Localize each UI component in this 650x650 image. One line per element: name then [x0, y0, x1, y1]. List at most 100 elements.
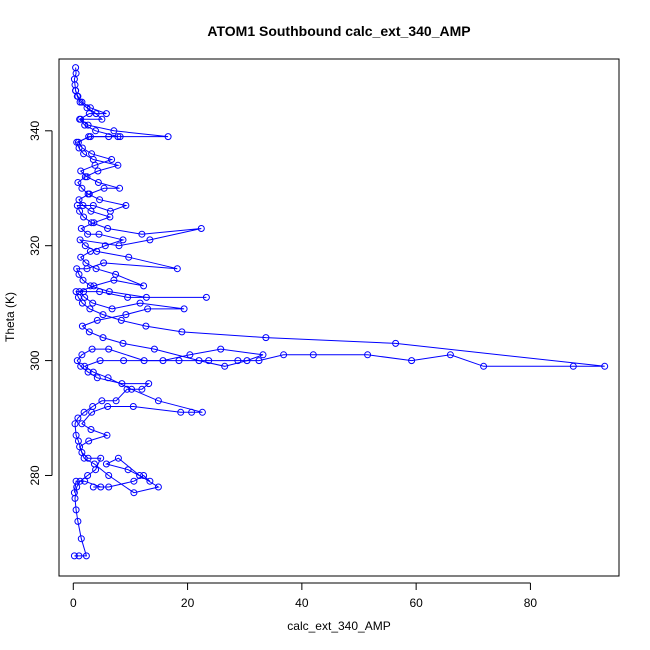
- data-point: [140, 282, 148, 290]
- data-point: [85, 190, 93, 198]
- data-point: [154, 483, 162, 491]
- data-point: [79, 276, 87, 284]
- data-point: [88, 150, 96, 158]
- data-point: [89, 202, 97, 209]
- data-point: [101, 242, 109, 250]
- data-point: [221, 362, 229, 370]
- chart-title: ATOM1 Southbound calc_ext_340_AMP: [207, 23, 470, 39]
- x-tick-label: 40: [295, 596, 309, 610]
- data-point: [75, 196, 83, 204]
- x-tick-label: 80: [524, 596, 538, 610]
- data-point: [150, 345, 158, 353]
- data-point: [97, 483, 105, 491]
- y-tick-label: 320: [28, 235, 42, 255]
- data-point: [90, 460, 98, 468]
- data-point: [78, 351, 86, 359]
- data-point: [85, 437, 93, 445]
- x-axis: 0 20 40 60 80: [70, 582, 538, 610]
- data-point: [72, 477, 80, 485]
- data-point: [96, 288, 104, 296]
- data-point: [72, 87, 80, 95]
- data-point: [93, 374, 101, 382]
- data-point: [128, 385, 136, 393]
- data-point: [81, 477, 89, 485]
- data-point: [87, 426, 95, 433]
- data-point: [70, 489, 78, 497]
- data-point: [74, 517, 82, 525]
- data-point: [78, 144, 86, 152]
- data-point: [105, 472, 113, 479]
- data-point: [364, 351, 372, 359]
- data-point: [74, 414, 82, 422]
- data-point: [136, 299, 144, 307]
- data-point: [115, 242, 123, 250]
- data-point: [120, 357, 128, 365]
- data-point: [76, 236, 84, 244]
- data-point: [95, 230, 103, 238]
- data-point: [103, 431, 111, 439]
- data-point: [122, 311, 130, 319]
- x-tick-label: 20: [181, 596, 195, 610]
- data-point: [102, 460, 110, 468]
- data-point: [93, 316, 101, 324]
- data-point: [90, 219, 98, 227]
- data-point: [446, 351, 454, 359]
- data-point: [80, 454, 88, 462]
- data-point: [86, 247, 94, 255]
- data-point: [114, 133, 122, 141]
- data-point: [97, 454, 105, 462]
- data-point: [79, 202, 87, 209]
- x-tick-label: 60: [409, 596, 423, 610]
- data-point: [84, 472, 92, 479]
- data-point: [87, 207, 95, 215]
- data-point: [154, 397, 162, 405]
- data-point: [119, 236, 127, 244]
- data-point: [112, 270, 120, 278]
- data-point: [96, 196, 104, 204]
- data-point: [123, 385, 131, 393]
- data-point: [116, 184, 124, 192]
- data-point: [195, 357, 203, 365]
- data-point: [99, 311, 107, 319]
- data-point: [92, 127, 100, 135]
- data-point: [77, 362, 85, 370]
- y-axis: 280 300 320 340: [28, 120, 53, 485]
- data-point: [89, 299, 97, 307]
- data-point: [480, 362, 488, 370]
- data-point: [125, 253, 133, 261]
- data-point: [81, 362, 89, 370]
- data-point: [112, 397, 120, 405]
- data-point: [72, 431, 80, 439]
- data-point: [177, 408, 185, 416]
- data-point: [136, 472, 144, 479]
- data-point: [117, 316, 125, 324]
- y-tick-label: 300: [28, 350, 42, 370]
- data-point: [99, 334, 107, 342]
- data-point: [105, 483, 113, 491]
- data-point: [140, 472, 148, 479]
- data-point: [84, 230, 92, 238]
- data-point: [74, 179, 82, 186]
- data-point: [106, 213, 114, 221]
- data-point: [86, 104, 94, 112]
- data-point: [205, 357, 213, 365]
- data-point: [78, 299, 86, 307]
- data-point: [82, 259, 90, 267]
- plot-frame: [58, 58, 620, 577]
- data-point: [138, 230, 146, 238]
- data-point: [108, 305, 116, 313]
- data-point: [74, 138, 82, 146]
- data-point: [73, 357, 81, 365]
- data-point: [255, 357, 263, 365]
- data-point: [76, 115, 84, 123]
- data-point: [81, 293, 89, 301]
- data-point: [73, 265, 81, 273]
- data-point: [119, 339, 127, 347]
- data-point: [77, 253, 85, 261]
- data-point: [108, 156, 116, 163]
- data-point: [76, 288, 84, 296]
- data-point: [96, 357, 104, 365]
- data-point: [124, 293, 132, 301]
- data-point: [124, 466, 132, 474]
